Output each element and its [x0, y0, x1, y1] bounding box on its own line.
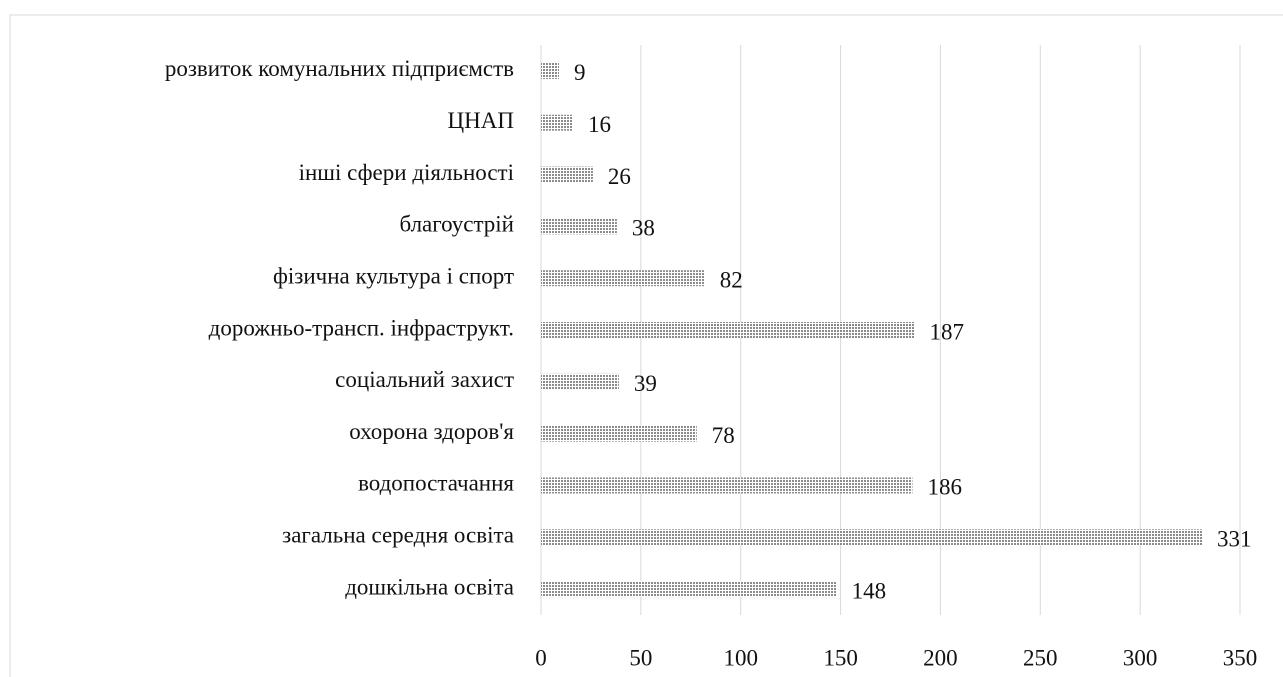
y-tick-label: водопостачання [358, 471, 514, 496]
data-label: 148 [852, 578, 887, 603]
y-tick-label: дошкільна освіта [345, 574, 514, 599]
y-tick-label: дорожньо-трансп. інфраструкт. [209, 315, 514, 340]
data-label: 16 [588, 112, 611, 137]
y-tick-label: розвиток комунальних підприємств [165, 56, 514, 81]
y-tick-label: ЦНАП [448, 108, 514, 133]
bar [541, 477, 913, 494]
y-tick-label: охорона здоров'я [349, 419, 514, 444]
x-tick-label: 0 [535, 645, 547, 670]
x-tick-label: 200 [923, 645, 958, 670]
y-tick-label: інші сфери діяльності [299, 160, 514, 185]
x-tick-label: 50 [629, 645, 652, 670]
y-tick-label: фізична культура і спорт [273, 263, 514, 288]
bar [541, 581, 837, 598]
bar [541, 62, 559, 79]
data-label: 187 [929, 319, 964, 344]
data-label: 331 [1217, 527, 1252, 552]
chart-border [9, 14, 1283, 677]
y-tick-label: благоустрій [399, 212, 514, 237]
data-label: 9 [574, 60, 586, 85]
bar [541, 322, 915, 338]
data-label: 82 [720, 267, 743, 292]
bar [541, 373, 619, 390]
bar [541, 114, 573, 131]
data-label: 26 [608, 164, 631, 189]
bar [541, 529, 1203, 546]
x-tick-label: 250 [1023, 645, 1058, 670]
y-tick-label: соціальний захист [335, 367, 514, 392]
bar [541, 218, 617, 235]
x-tick-label: 100 [723, 645, 758, 670]
y-tick-label: загальна середня освіта [282, 523, 514, 548]
data-label: 38 [632, 216, 655, 241]
data-label: 39 [634, 371, 657, 396]
bar [541, 425, 697, 442]
data-label: 78 [712, 423, 735, 448]
x-tick-label: 150 [823, 645, 858, 670]
x-tick-label: 300 [1123, 645, 1158, 670]
x-tick-label: 350 [1223, 645, 1258, 670]
data-label: 186 [927, 475, 962, 500]
bar [541, 166, 593, 183]
bar [541, 270, 705, 287]
